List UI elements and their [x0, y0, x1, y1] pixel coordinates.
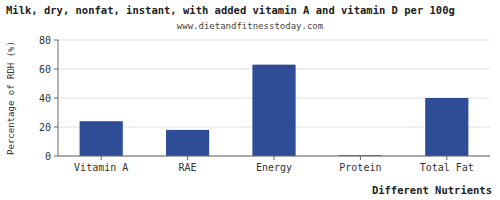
bars [80, 65, 469, 156]
y-tick-label: 60 [39, 64, 51, 75]
grid [58, 40, 490, 156]
y-tick-label: 0 [45, 151, 51, 162]
grid-line [58, 40, 490, 41]
y-tick [54, 156, 58, 157]
x-tick-label: RAE [179, 162, 197, 173]
x-tick-label: Energy [256, 162, 292, 173]
bar [80, 121, 123, 156]
x-tick [187, 156, 188, 160]
bar [166, 130, 209, 156]
x-tick [274, 156, 275, 160]
y-tick-label: 40 [39, 93, 51, 104]
x-tick-label: Protein [339, 162, 381, 173]
x-axis-label: Different Nutrients [372, 184, 492, 196]
x-tick-label: Total Fat [420, 162, 474, 173]
y-axis [58, 40, 59, 156]
x-tick [446, 156, 447, 160]
title: Milk, dry, nonfat, instant, with added v… [6, 4, 455, 16]
y-tick-label: 20 [39, 122, 51, 133]
y-tick-label: 80 [39, 35, 51, 46]
x-tick [101, 156, 102, 160]
chart-container: 0 20 40 60 80 Vitamin A RAE Energy Protein Total … [0, 0, 500, 200]
bar [252, 65, 295, 156]
y-tick [54, 40, 58, 41]
chart: 0 20 40 60 80 Vitamin A RAE Energy Protein Total … [0, 0, 500, 200]
x-tick-label: Vitamin A [74, 162, 128, 173]
y-tick [54, 127, 58, 128]
y-tick [54, 98, 58, 99]
x-tick [360, 156, 361, 160]
bar [425, 98, 468, 156]
y-tick [54, 69, 58, 70]
subtitle: www.dietandfitnesstoday.com [177, 21, 323, 31]
y-axis-label: Percentage of RDH (%) [6, 41, 16, 155]
